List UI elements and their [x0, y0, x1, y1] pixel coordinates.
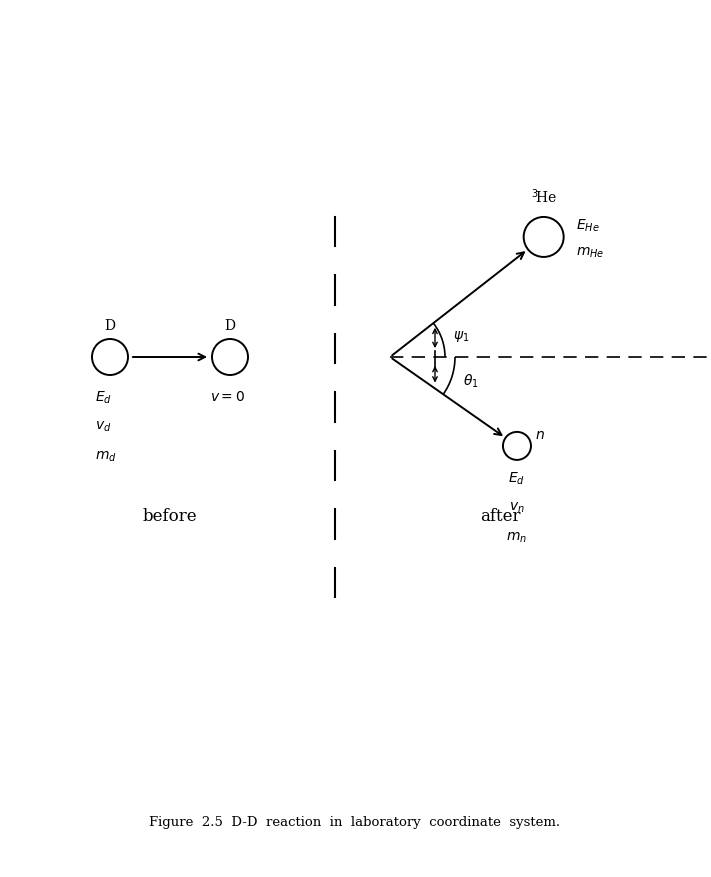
Text: before: before	[143, 508, 198, 524]
Text: $m_d$: $m_d$	[95, 450, 117, 464]
Text: $^3\!$He: $^3\!$He	[530, 187, 557, 206]
Text: $\theta_1$: $\theta_1$	[464, 372, 479, 389]
Text: Figure  2.5  D-D  reaction  in  laboratory  coordinate  system.: Figure 2.5 D-D reaction in laboratory co…	[149, 816, 560, 829]
Text: $m_{He}$: $m_{He}$	[576, 246, 604, 260]
Text: after: after	[480, 508, 520, 524]
Text: $v_n$: $v_n$	[509, 501, 525, 515]
Text: $\psi_1$: $\psi_1$	[454, 328, 470, 343]
Text: D: D	[225, 318, 235, 332]
Text: $E_d$: $E_d$	[95, 389, 112, 406]
Text: $E_{He}$: $E_{He}$	[576, 217, 599, 234]
Text: $v=0$: $v=0$	[210, 389, 245, 403]
Text: $n$: $n$	[535, 427, 545, 441]
Text: $E_d$: $E_d$	[508, 470, 525, 487]
Text: $m_n$: $m_n$	[506, 531, 528, 545]
Text: D: D	[105, 318, 115, 332]
Text: $v_d$: $v_d$	[95, 419, 112, 434]
